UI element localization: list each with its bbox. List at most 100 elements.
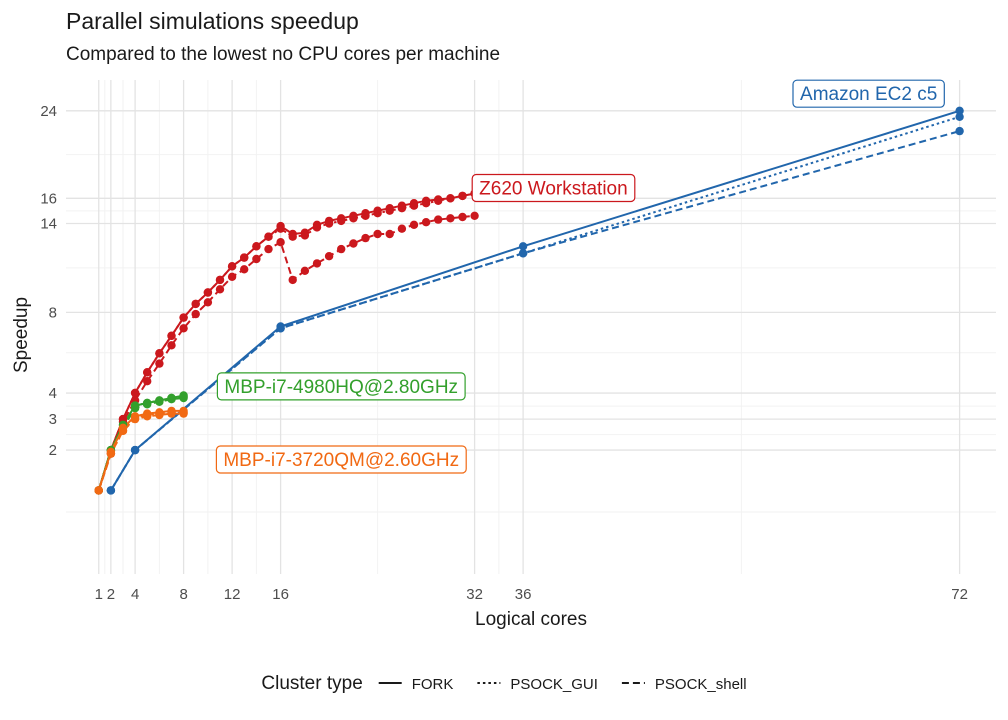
x-tick-label: 12 [224,586,241,603]
series-label-z620-workstation: Z620 Workstation [471,173,636,203]
data-point-mbp-i7-4980hq-2-80ghz [143,400,152,409]
series-label-mbp-i7-3720qm-2-60ghz: MBP-i7-3720QM@2.60GHz [215,445,467,474]
data-point-z620-workstation [300,266,310,275]
data-point-amazon-ec2-c5 [518,242,528,251]
data-point-z620-workstation [434,215,443,224]
data-point-z620-workstation [130,388,140,398]
data-point-z620-workstation [155,359,164,368]
data-point-z620-workstation [421,199,431,208]
data-point-z620-workstation [227,272,237,281]
data-point-z620-workstation [434,196,443,205]
series-label-text: MBP-i7-4980HQ@2.80GHz [224,377,458,398]
series-lines [97,109,960,491]
data-point-z620-workstation [446,214,455,223]
data-point-mbp-i7-3720qm-2-60ghz [179,409,188,418]
y-tick-label: 24 [40,103,57,120]
data-point-z620-workstation [264,232,273,241]
y-tick-label: 3 [49,411,57,428]
legend-item-psock-shell: PSOCK_shell [621,676,747,693]
series-label-text: Z620 Workstation [479,179,628,200]
data-point-z620-workstation [458,191,467,201]
data-point-mbp-i7-3720qm-2-60ghz [118,426,128,435]
data-point-z620-workstation [240,265,249,274]
data-point-z620-workstation [385,206,394,215]
data-point-z620-workstation [385,229,394,239]
series-label-text: Amazon EC2 c5 [800,84,937,105]
data-point-z620-workstation [397,224,407,233]
data-point-z620-workstation [215,275,225,285]
series-line-amazon-ec2-c5-fork [110,109,960,491]
series-label-amazon-ec2-c5: Amazon EC2 c5 [792,79,945,108]
data-point-z620-workstation [252,242,261,251]
data-point-z620-workstation [349,239,358,248]
data-point-z620-workstation [324,252,334,261]
data-point-mbp-i7-3720qm-2-60ghz [167,409,176,418]
legend-label-psock-gui: PSOCK_GUI [510,676,598,693]
data-point-z620-workstation [312,223,322,232]
legend-label-fork: FORK [412,676,454,693]
data-point-mbp-i7-3720qm-2-60ghz [130,414,140,424]
data-point-z620-workstation [143,368,152,377]
data-point-amazon-ec2-c5 [130,445,140,455]
series-label-box [216,372,466,401]
series-points [94,106,964,495]
data-point-z620-workstation [179,313,188,322]
data-point-z620-workstation [252,254,261,264]
series-labels: Amazon EC2 c5 Z620 Workstation MBP-i7-4980… [215,79,945,474]
data-point-z620-workstation [215,285,225,294]
legend-label-psock-shell: PSOCK_shell [655,676,747,693]
data-point-mbp-i7-3720qm-2-60ghz [94,486,103,495]
data-point-amazon-ec2-c5 [955,126,964,136]
x-axis-title: Logical cores [475,609,587,630]
data-point-z620-workstation [409,220,419,229]
data-point-z620-workstation [421,218,431,227]
data-point-amazon-ec2-c5 [518,249,528,258]
legend-title: Cluster type [261,673,362,694]
data-point-z620-workstation [143,377,152,386]
x-tick-label: 16 [272,586,289,603]
y-tick-label: 16 [40,190,57,207]
series-label-text: MBP-i7-3720QM@2.60GHz [223,450,459,471]
data-point-amazon-ec2-c5 [276,324,285,333]
data-point-z620-workstation [458,212,467,222]
grid-layer [66,80,996,574]
series-label-box [215,445,467,474]
data-point-amazon-ec2-c5 [106,486,116,495]
x-tick-label: 4 [131,586,139,603]
data-point-z620-workstation [203,298,213,307]
data-point-z620-workstation [276,224,285,233]
y-tick-label: 14 [40,215,57,232]
data-point-z620-workstation [191,309,200,319]
chart-subtitle: Compared to the lowest no CPU cores per … [66,44,501,65]
data-point-z620-workstation [203,288,213,297]
data-point-z620-workstation [373,229,382,239]
data-point-z620-workstation [361,211,370,220]
y-tick-label: 4 [49,385,57,402]
data-point-mbp-i7-4980hq-2-80ghz [155,397,164,406]
data-point-z620-workstation [349,214,358,223]
x-tick-label: 2 [107,586,115,603]
data-point-z620-workstation [288,275,297,285]
data-point-z620-workstation [409,201,419,210]
data-point-z620-workstation [446,194,455,203]
y-tick-label: 2 [49,442,57,459]
x-tick-label: 36 [515,586,532,603]
data-point-z620-workstation [288,232,297,241]
data-point-mbp-i7-4980hq-2-80ghz [167,395,176,404]
data-point-z620-workstation [155,349,164,358]
data-point-mbp-i7-4980hq-2-80ghz [130,404,140,413]
chart-title: Parallel simulations speedup [66,8,359,34]
x-tick-label: 32 [466,586,483,603]
data-point-z620-workstation [470,211,479,220]
series-label-box [471,173,636,203]
series-label-mbp-i7-4980hq-2-80ghz: MBP-i7-4980HQ@2.80GHz [216,372,466,401]
data-point-z620-workstation [276,238,285,247]
data-point-z620-workstation [227,262,237,271]
y-axis-title: Speedup [11,297,32,373]
data-point-mbp-i7-3720qm-2-60ghz [155,410,164,420]
y-tick-label: 8 [49,304,57,321]
data-point-z620-workstation [312,259,322,268]
data-point-z620-workstation [373,209,382,218]
